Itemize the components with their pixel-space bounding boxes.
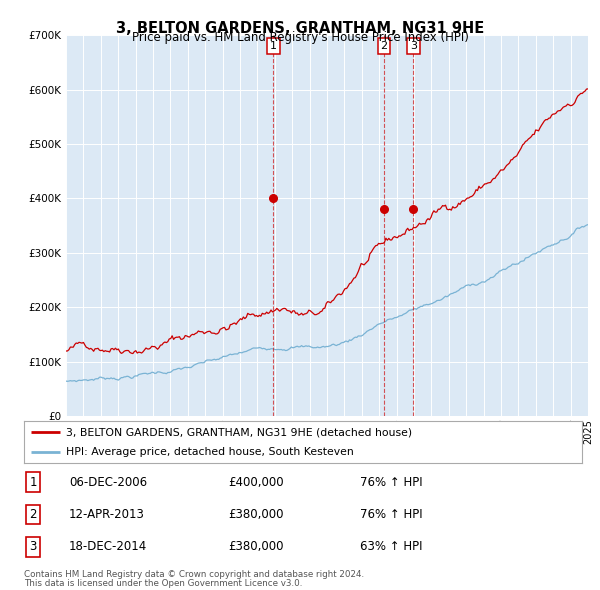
Text: 1: 1 xyxy=(29,476,37,489)
Text: 18-DEC-2014: 18-DEC-2014 xyxy=(69,540,147,553)
Text: Price paid vs. HM Land Registry's House Price Index (HPI): Price paid vs. HM Land Registry's House … xyxy=(131,31,469,44)
Text: 2: 2 xyxy=(380,41,388,51)
Text: 3: 3 xyxy=(410,41,417,51)
Text: £380,000: £380,000 xyxy=(228,540,284,553)
Text: £400,000: £400,000 xyxy=(228,476,284,489)
Text: 3: 3 xyxy=(29,540,37,553)
Text: 63% ↑ HPI: 63% ↑ HPI xyxy=(360,540,422,553)
Text: 06-DEC-2006: 06-DEC-2006 xyxy=(69,476,147,489)
Text: This data is licensed under the Open Government Licence v3.0.: This data is licensed under the Open Gov… xyxy=(24,579,302,588)
Text: 3, BELTON GARDENS, GRANTHAM, NG31 9HE (detached house): 3, BELTON GARDENS, GRANTHAM, NG31 9HE (d… xyxy=(66,427,412,437)
Text: £380,000: £380,000 xyxy=(228,508,284,521)
Text: 76% ↑ HPI: 76% ↑ HPI xyxy=(360,476,422,489)
Text: Contains HM Land Registry data © Crown copyright and database right 2024.: Contains HM Land Registry data © Crown c… xyxy=(24,571,364,579)
Text: 12-APR-2013: 12-APR-2013 xyxy=(69,508,145,521)
Text: 3, BELTON GARDENS, GRANTHAM, NG31 9HE: 3, BELTON GARDENS, GRANTHAM, NG31 9HE xyxy=(116,21,484,35)
Text: 1: 1 xyxy=(270,41,277,51)
Text: 76% ↑ HPI: 76% ↑ HPI xyxy=(360,508,422,521)
Text: 2: 2 xyxy=(29,508,37,521)
Text: HPI: Average price, detached house, South Kesteven: HPI: Average price, detached house, Sout… xyxy=(66,447,353,457)
